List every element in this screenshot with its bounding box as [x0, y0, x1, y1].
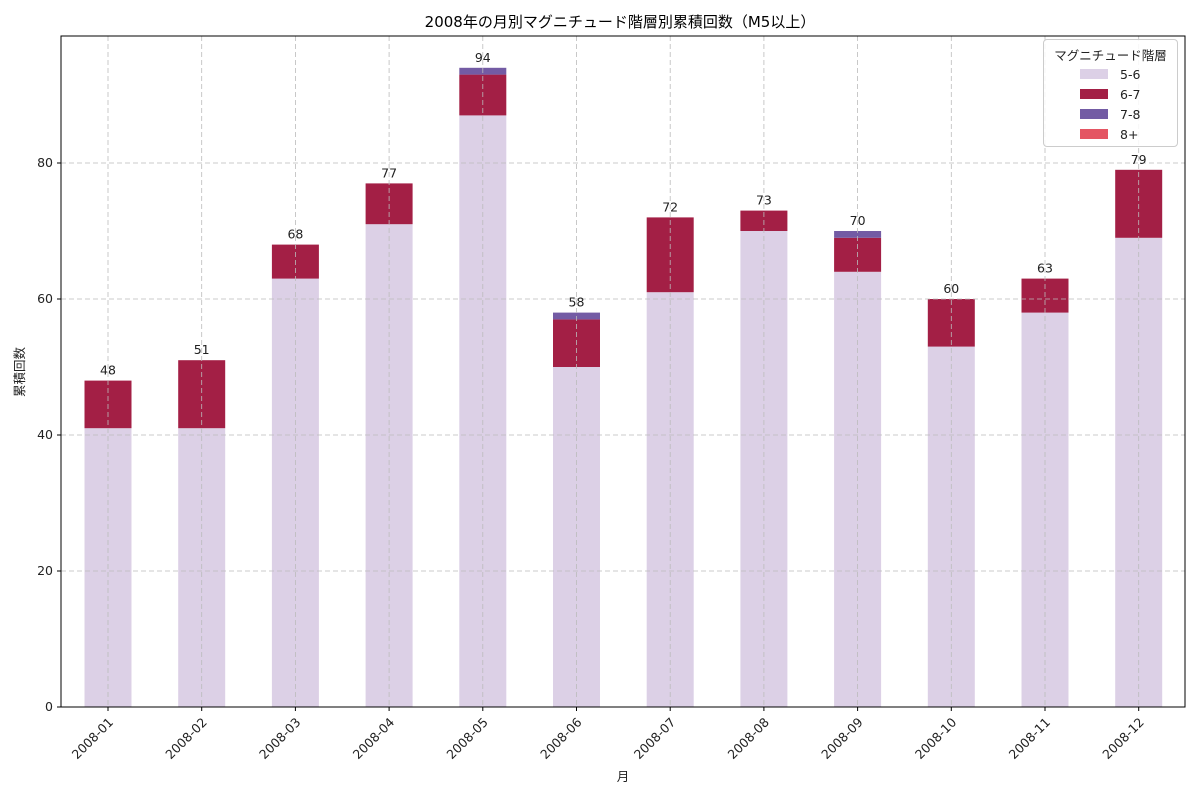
legend-label: 8+	[1120, 126, 1139, 142]
total-label: 51	[194, 342, 210, 357]
legend-label: 5-6	[1120, 66, 1141, 82]
x-tick-label: 2008-02	[162, 715, 210, 763]
x-tick-label: 2008-07	[631, 715, 679, 763]
y-tick-label: 20	[37, 563, 53, 578]
total-label: 79	[1131, 152, 1147, 167]
x-axis-label: 月	[617, 769, 630, 784]
total-label: 72	[662, 199, 678, 214]
total-label: 77	[381, 165, 397, 180]
legend-label: 6-7	[1120, 86, 1141, 102]
legend-item: 5-6	[1080, 64, 1177, 84]
bar-segment-6-7	[178, 360, 226, 429]
bar-segment-6-7	[927, 299, 975, 347]
x-tick-label: 2008-12	[1099, 715, 1147, 763]
grid-lines	[61, 36, 1185, 707]
legend-swatch	[1080, 69, 1108, 79]
x-tick-label: 2008-08	[724, 714, 772, 762]
x-tick-label: 2008-05	[443, 715, 491, 763]
legend-label: 7-8	[1120, 106, 1141, 122]
total-label: 63	[1037, 261, 1053, 276]
bars	[84, 67, 1163, 708]
legend-swatch	[1080, 89, 1108, 99]
total-label: 94	[475, 50, 491, 65]
x-tick-label: 2008-06	[537, 714, 585, 762]
y-tick-label: 60	[37, 291, 53, 306]
x-tick-label: 2008-09	[818, 714, 866, 762]
total-label: 73	[756, 193, 772, 208]
x-tick-label: 2008-04	[350, 714, 398, 762]
legend-item: 8+	[1080, 124, 1177, 144]
x-tick-label: 2008-10	[912, 714, 960, 762]
legend-title: マグニチュード階層	[1054, 48, 1167, 63]
total-labels: 48 51 68 77 94 58 72 73 70 60 63 79	[100, 50, 1147, 378]
y-tick-label: 0	[45, 699, 53, 714]
bar-segment-7-8	[834, 231, 882, 238]
y-axis-ticks: 0 20 40 60 80	[37, 155, 61, 714]
legend-item: 7-8	[1080, 104, 1177, 124]
x-tick-label: 2008-03	[256, 715, 304, 763]
y-tick-label: 40	[37, 427, 53, 442]
total-label: 58	[569, 295, 585, 310]
x-tick-label: 2008-01	[69, 715, 117, 763]
total-label: 48	[100, 363, 116, 378]
legend: マグニチュード階層 5-6 6-7 7-8 8+	[1043, 39, 1178, 147]
y-tick-label: 80	[37, 155, 53, 170]
legend-swatch	[1080, 129, 1108, 139]
y-axis-label: 累積回数	[12, 347, 27, 398]
legend-swatch	[1080, 109, 1108, 119]
bar-segment-5-6	[834, 271, 882, 707]
total-label: 68	[287, 227, 303, 242]
total-label: 70	[850, 213, 866, 228]
chart-title: 2008年の月別マグニチュード階層別累積回数（M5以上）	[425, 13, 816, 31]
x-tick-label: 2008-11	[1006, 715, 1054, 763]
legend-item: 6-7	[1080, 84, 1177, 104]
plot-frame	[60, 35, 1186, 708]
total-label: 60	[943, 281, 959, 296]
x-axis-ticks: 2008-01 2008-02 2008-03 2008-04 2008-05 2008-…	[69, 707, 1147, 762]
